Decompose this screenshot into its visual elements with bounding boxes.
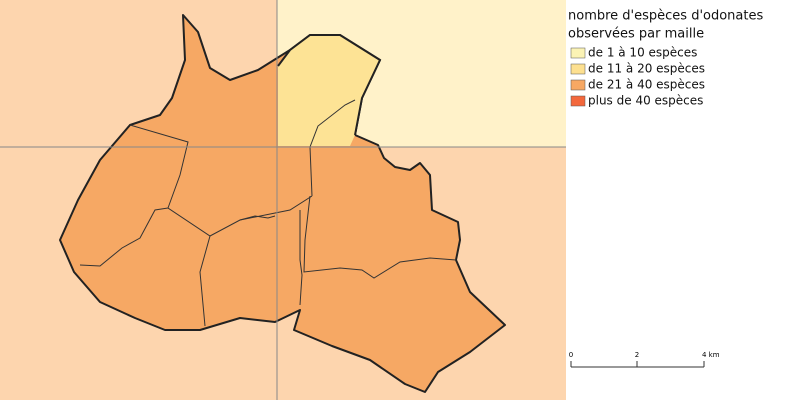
legend-title: nombre d'espèces d'odonates xyxy=(568,9,763,24)
territory-area xyxy=(59,14,506,393)
legend-swatch xyxy=(570,47,586,59)
scale-label: 0 xyxy=(569,351,573,359)
legend-label: de 1 à 10 espèces xyxy=(588,46,697,60)
legend-swatch xyxy=(570,63,586,75)
legend-title: observées par maille xyxy=(568,27,704,42)
commune-borders xyxy=(79,99,457,327)
scale-label: 2 xyxy=(635,351,639,359)
territory-area xyxy=(278,35,380,146)
grid-lines xyxy=(0,0,566,400)
legend-label: de 21 à 40 espèces xyxy=(588,78,705,92)
legend-swatch xyxy=(570,79,586,91)
territory xyxy=(59,14,506,393)
territory-border xyxy=(277,34,382,136)
scale-bar xyxy=(570,361,705,368)
legend-panel xyxy=(566,0,792,400)
legend-swatch xyxy=(570,95,586,107)
legend-items: de 1 à 10 espèces de 11 à 20 espèces de 21… xyxy=(570,46,705,108)
legend-label: plus de 40 espèces xyxy=(588,94,703,108)
legend-label: de 11 à 20 espèces xyxy=(588,62,705,76)
scale-label: 4 km xyxy=(702,351,720,359)
